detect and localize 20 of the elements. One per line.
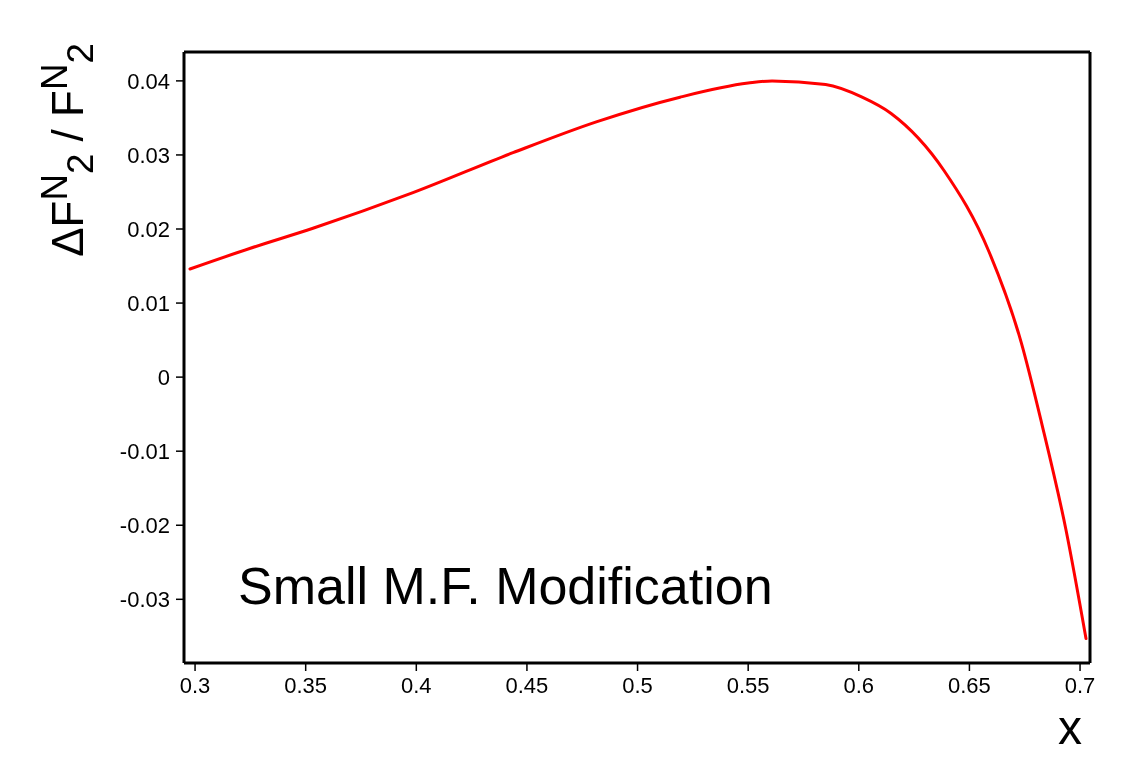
y-tick-label: 0 (157, 364, 170, 390)
y-tick-label: 0.01 (127, 290, 170, 316)
y-tick-label: -0.03 (119, 587, 170, 613)
y-tick-label: -0.02 (119, 513, 170, 539)
x-tick-label: 0.7 (1064, 672, 1096, 698)
x-tick-label: 0.45 (505, 672, 549, 698)
x-tick-label: 0.65 (948, 672, 991, 698)
x-tick-label: 0.3 (179, 672, 211, 698)
y-tick-label: 0.03 (127, 142, 170, 168)
annotation: Small M.F. Modification (238, 556, 773, 616)
x-tick-label: 0.5 (622, 672, 653, 698)
x-tick-label: 0.55 (726, 672, 770, 698)
y-tick-label: 0.02 (127, 216, 170, 242)
x-tick-label: 0.4 (401, 672, 432, 698)
x-tick-label: 0.35 (284, 672, 328, 698)
y-tick-label: -0.01 (119, 439, 170, 464)
line-series (188, 79, 1088, 641)
x-tick-label: 0.6 (843, 672, 875, 698)
x-axis-title: x (1058, 700, 1082, 755)
y-tick-label: 0.04 (127, 68, 170, 94)
